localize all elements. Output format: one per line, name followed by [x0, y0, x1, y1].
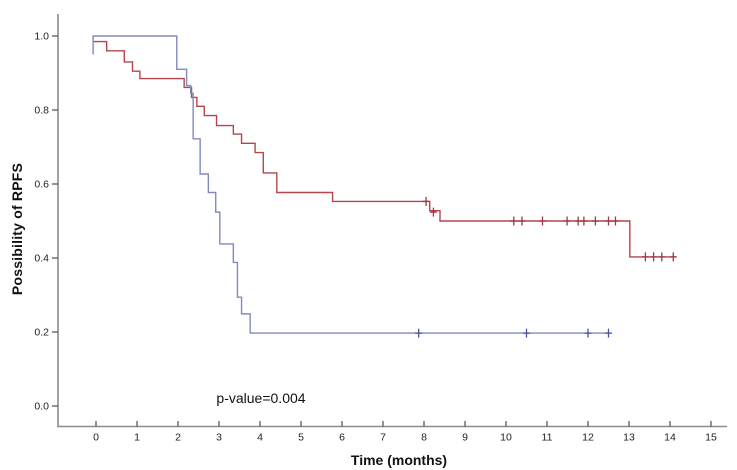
- red-group-censor-mark: [538, 216, 546, 226]
- red-group-censor-mark: [605, 216, 612, 226]
- y-tick-label: 0.6: [34, 179, 49, 191]
- red-group-curve: [93, 40, 677, 258]
- red-group-censor-mark: [422, 196, 430, 206]
- blue-group-censor-mark: [584, 328, 592, 338]
- x-tick-label: 2: [175, 432, 181, 444]
- y-tick-label: 0.4: [34, 253, 49, 265]
- y-axis-ticks: 0.0 0.2 0.4 0.6 0.8 1.0: [34, 31, 58, 413]
- x-tick-label: 1: [134, 432, 140, 444]
- red-group-censor-mark: [563, 216, 571, 226]
- x-tick-label: 3: [216, 432, 222, 444]
- x-tick-label: 5: [298, 432, 304, 444]
- red-group-censor-mark: [611, 216, 619, 226]
- x-tick-label: 15: [705, 432, 717, 444]
- x-tick-label: 12: [582, 432, 594, 444]
- red-group-censor-mark: [658, 252, 666, 262]
- red-group-censor-mark: [591, 216, 599, 226]
- x-axis-ticks: 0 1 2 3 4 5 6 7 8 9 10 11 12 13 14 15: [93, 421, 717, 444]
- y-tick-label: 0.2: [34, 327, 49, 339]
- red-group-censor-marks: [422, 196, 677, 262]
- y-axis-title: Possibility of RPFS: [9, 162, 25, 296]
- red-group-censor-mark: [580, 216, 588, 226]
- x-tick-label: 11: [542, 432, 553, 444]
- x-tick-label: 14: [664, 432, 676, 444]
- x-tick-label: 9: [462, 432, 468, 444]
- axes: [57, 14, 727, 428]
- y-tick-label: 0.8: [34, 105, 49, 117]
- red-group-censor-mark: [669, 252, 677, 262]
- red-group-censor-mark: [429, 207, 437, 217]
- blue-group-curve: [92, 35, 611, 334]
- x-tick-label: 7: [380, 432, 386, 444]
- blue-group-censor-mark: [415, 328, 423, 338]
- x-tick-label: 10: [500, 432, 512, 444]
- blue-group-censor-mark: [605, 328, 612, 338]
- y-tick-label: 0.0: [34, 401, 49, 413]
- red-group-censor-mark: [510, 216, 518, 226]
- red-group-censor-mark: [650, 252, 658, 262]
- y-tick-label: 1.0: [34, 31, 49, 43]
- x-tick-label: 13: [623, 432, 635, 444]
- x-tick-label: 4: [257, 432, 263, 444]
- p-value-annotation: p-value=0.004: [216, 390, 306, 406]
- x-tick-label: 0: [93, 432, 99, 444]
- x-tick-label: 8: [421, 432, 427, 444]
- x-axis-title: Time (months): [350, 452, 448, 468]
- red-group-censor-mark: [641, 252, 649, 262]
- x-tick-label: 6: [339, 432, 345, 444]
- blue-group-censor-marks: [415, 328, 612, 338]
- blue-group-censor-mark: [523, 328, 530, 338]
- red-group-censor-mark: [518, 216, 526, 226]
